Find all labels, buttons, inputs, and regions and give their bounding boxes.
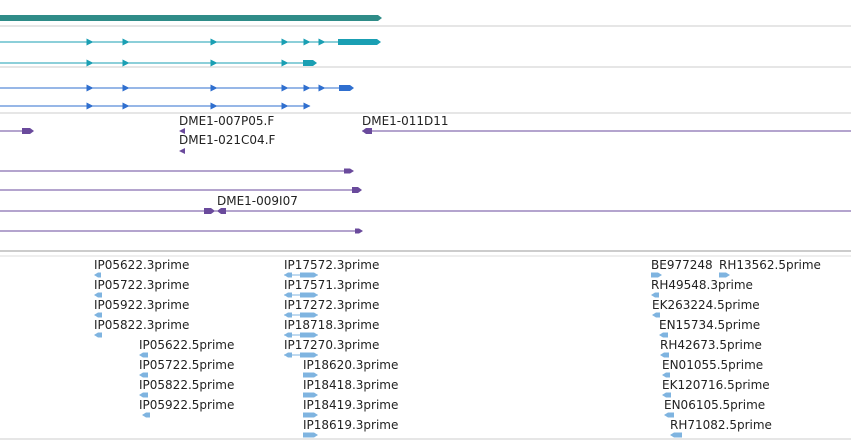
est-label[interactable]: IP17571.3prime <box>284 278 380 292</box>
feature-block[interactable] <box>284 352 292 358</box>
feature-block[interactable] <box>300 332 318 338</box>
est-label[interactable]: IP18718.3prime <box>284 318 380 332</box>
strand-arrow-icon <box>281 38 289 46</box>
est-label[interactable]: IP18619.3prime <box>303 418 399 432</box>
feature-block[interactable] <box>284 332 292 338</box>
est-label[interactable]: IP18620.3prime <box>303 358 399 372</box>
feature-block[interactable] <box>660 352 669 358</box>
est-label[interactable]: EN06105.5prime <box>664 398 766 412</box>
feature-block[interactable] <box>352 187 362 193</box>
est-label[interactable]: IP17572.3prime <box>284 258 380 272</box>
feature-block[interactable] <box>284 292 292 298</box>
est-label[interactable]: RH71082.5prime <box>670 418 772 432</box>
feature-block[interactable] <box>284 312 292 318</box>
strand-arrow-icon <box>303 38 311 46</box>
est-label[interactable]: IP05922.5prime <box>139 398 235 412</box>
est-label[interactable]: IP05722.3prime <box>94 278 190 292</box>
strand-arrow-icon <box>122 38 130 46</box>
feature-block[interactable] <box>662 392 671 398</box>
feature-block[interactable] <box>651 272 662 278</box>
strand-arrow-icon <box>281 59 289 67</box>
feature-block[interactable] <box>139 392 148 398</box>
strand-arrow-icon <box>210 102 218 110</box>
feature-block[interactable] <box>94 292 102 298</box>
feature-block[interactable] <box>300 272 318 278</box>
est-label[interactable]: RH42673.5prime <box>660 338 762 352</box>
feature-block[interactable] <box>670 432 682 438</box>
strand-arrow-icon <box>179 128 185 134</box>
est-label[interactable]: IP17270.3prime <box>284 338 380 352</box>
feature-block[interactable] <box>303 60 317 66</box>
feature-block[interactable] <box>22 128 34 134</box>
feature-block[interactable] <box>284 272 292 278</box>
clone-label[interactable]: DME1-007P05.F <box>179 114 275 128</box>
feature-block[interactable] <box>300 312 318 318</box>
feature-block[interactable] <box>338 39 381 45</box>
strand-arrow-icon <box>303 102 311 110</box>
clone-label[interactable]: DME1-009I07 <box>217 194 298 208</box>
strand-arrow-icon <box>122 102 130 110</box>
est-label[interactable]: EN15734.5prime <box>659 318 761 332</box>
feature-block[interactable] <box>142 412 150 418</box>
feature-block[interactable] <box>362 128 372 134</box>
feature-block[interactable] <box>664 412 674 418</box>
feature-block[interactable] <box>651 292 659 298</box>
feature-block[interactable] <box>94 332 102 338</box>
strand-arrow-icon <box>122 59 130 67</box>
est-label[interactable]: EK120716.5prime <box>662 378 770 392</box>
feature-block[interactable] <box>662 372 670 378</box>
feature-block[interactable] <box>204 208 215 214</box>
strand-arrow-icon <box>210 38 218 46</box>
feature-block[interactable] <box>300 292 318 298</box>
feature-block[interactable] <box>217 208 226 214</box>
est-label[interactable]: RH49548.3prime <box>651 278 753 292</box>
feature-block[interactable] <box>94 312 102 318</box>
est-label[interactable]: IP18419.3prime <box>303 398 399 412</box>
est-label[interactable]: IP05822.5prime <box>139 378 235 392</box>
est-label[interactable]: BE977248 <box>651 258 713 272</box>
strand-arrow-icon <box>86 38 94 46</box>
est-label[interactable]: EK263224.5prime <box>652 298 760 312</box>
est-label[interactable]: IP05922.3prime <box>94 298 190 312</box>
feature-block[interactable] <box>303 432 318 438</box>
strand-arrow-icon <box>281 102 289 110</box>
est-label[interactable]: IP05622.5prime <box>139 338 235 352</box>
feature-block[interactable] <box>0 15 382 21</box>
est-label[interactable]: EN01055.5prime <box>662 358 764 372</box>
strand-arrow-icon <box>303 84 311 92</box>
est-label[interactable]: IP17272.3prime <box>284 298 380 312</box>
feature-block[interactable] <box>300 352 318 358</box>
strand-arrow-icon <box>318 38 326 46</box>
est-label[interactable]: IP05822.3prime <box>94 318 190 332</box>
strand-arrow-icon <box>86 102 94 110</box>
feature-block[interactable] <box>339 85 354 91</box>
feature-block[interactable] <box>659 332 668 338</box>
feature-block[interactable] <box>139 352 148 358</box>
feature-block[interactable] <box>344 168 354 174</box>
feature-block[interactable] <box>303 392 318 398</box>
strand-arrow-icon <box>210 84 218 92</box>
strand-arrow-icon <box>179 148 185 154</box>
feature-block[interactable] <box>303 412 318 418</box>
strand-arrow-icon <box>318 84 326 92</box>
strand-arrow-icon <box>86 59 94 67</box>
feature-block[interactable] <box>139 372 148 378</box>
strand-arrow-icon <box>210 59 218 67</box>
feature-block[interactable] <box>303 372 318 378</box>
strand-arrow-icon <box>122 84 130 92</box>
strand-arrow-icon <box>86 84 94 92</box>
clone-label[interactable]: DME1-021C04.F <box>179 133 276 147</box>
strand-arrow-icon <box>281 84 289 92</box>
feature-block[interactable] <box>355 228 363 234</box>
clone-label[interactable]: DME1-011D11 <box>362 114 449 128</box>
est-label[interactable]: IP05722.5prime <box>139 358 235 372</box>
est-label[interactable]: IP18418.3prime <box>303 378 399 392</box>
est-label[interactable]: RH13562.5prime <box>719 258 821 272</box>
feature-block[interactable] <box>719 272 730 278</box>
feature-block[interactable] <box>94 272 101 278</box>
feature-block[interactable] <box>652 312 660 318</box>
est-label[interactable]: IP05622.3prime <box>94 258 190 272</box>
